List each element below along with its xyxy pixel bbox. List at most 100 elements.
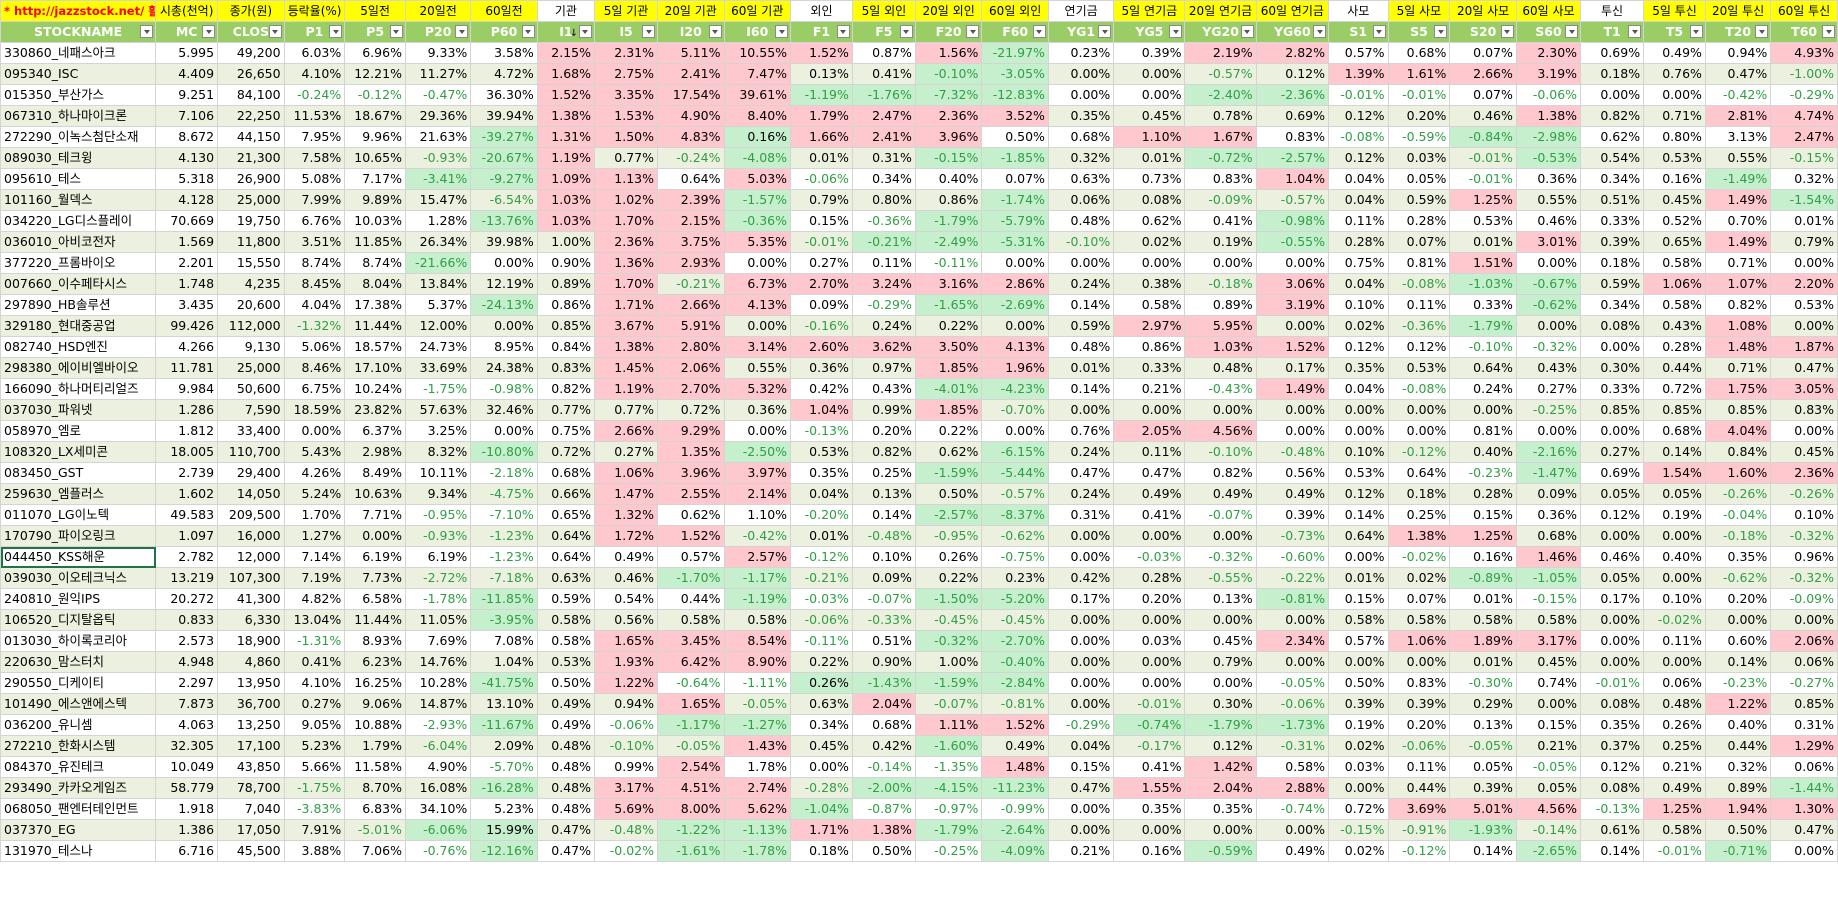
cell-i60[interactable]: -0.36% — [723, 210, 792, 232]
cell-s20[interactable]: -0.01% — [1449, 147, 1517, 169]
cell-p20[interactable]: 10.11% — [404, 462, 472, 484]
cell-yg1[interactable]: 0.00% — [1047, 798, 1115, 820]
cell-s1[interactable]: 0.28% — [1328, 231, 1389, 253]
cell-yg20[interactable]: -2.40% — [1184, 84, 1257, 106]
cell-yg20[interactable]: 0.00% — [1184, 819, 1257, 841]
cell-i1[interactable]: 0.86% — [536, 294, 595, 316]
cell-i20[interactable]: -1.70% — [657, 567, 725, 589]
cell-p20[interactable]: -0.93% — [404, 147, 472, 169]
cell-f1[interactable]: 1.52% — [790, 42, 853, 64]
cell-yg20[interactable]: 0.83% — [1184, 168, 1257, 190]
cell-i20[interactable]: -0.64% — [657, 672, 725, 694]
cell-yg5[interactable]: 1.10% — [1113, 126, 1186, 148]
cell-f60[interactable]: -2.70% — [981, 630, 1049, 652]
cell-t5[interactable]: 0.52% — [1643, 210, 1706, 232]
stock-name-cell[interactable]: 290550_디케이티 — [0, 672, 157, 694]
cell-s60[interactable]: -0.25% — [1515, 399, 1582, 421]
cell-i20[interactable]: 2.41% — [657, 63, 725, 85]
filter-dropdown-icon[interactable] — [708, 25, 722, 38]
cell-f5[interactable]: 3.24% — [851, 273, 916, 295]
stock-name-cell[interactable]: 036200_유니셈 — [0, 714, 157, 736]
cell-p20[interactable]: 14.76% — [404, 651, 472, 673]
cell-i5[interactable]: 0.94% — [593, 693, 659, 715]
cell-s1[interactable]: 1.39% — [1328, 63, 1389, 85]
cell-f1[interactable]: 2.60% — [790, 336, 853, 358]
cell-t5[interactable]: -0.02% — [1643, 609, 1706, 631]
cell-s5[interactable]: -0.12% — [1387, 840, 1451, 862]
cell-p5[interactable]: 6.96% — [344, 42, 406, 64]
cell-s60[interactable]: 0.00% — [1515, 420, 1582, 442]
cell-p1[interactable]: 5.08% — [283, 168, 346, 190]
cell-p60[interactable]: 24.38% — [470, 357, 538, 379]
cell-p1[interactable]: 1.27% — [283, 525, 346, 547]
cell-t20[interactable]: -0.26% — [1704, 483, 1772, 505]
cell-s5[interactable]: 0.11% — [1387, 294, 1451, 316]
cell-p1[interactable]: 1.70% — [283, 504, 346, 526]
cell-t5[interactable]: 0.00% — [1643, 525, 1706, 547]
cell-i60[interactable]: -1.11% — [723, 672, 792, 694]
cell-t5[interactable]: 0.71% — [1643, 105, 1706, 127]
cell-s60[interactable]: 0.45% — [1515, 651, 1582, 673]
cell-t1[interactable]: 0.34% — [1580, 294, 1645, 316]
cell-p60[interactable]: 4.72% — [470, 63, 538, 85]
cell-clos[interactable]: 25,000 — [217, 357, 285, 379]
cell-mc[interactable]: 9.984 — [155, 378, 219, 400]
cell-s20[interactable]: 0.01% — [1449, 588, 1517, 610]
cell-p20[interactable]: 3.25% — [404, 420, 472, 442]
cell-i1[interactable]: 0.75% — [536, 420, 595, 442]
cell-t20[interactable]: -0.71% — [1704, 840, 1772, 862]
cell-yg20[interactable]: -0.43% — [1184, 378, 1257, 400]
cell-f5[interactable]: 0.14% — [851, 504, 916, 526]
cell-p20[interactable]: 15.47% — [404, 189, 472, 211]
cell-mc[interactable]: 4.128 — [155, 189, 219, 211]
cell-i60[interactable]: 5.32% — [723, 378, 792, 400]
cell-i60[interactable]: -0.05% — [723, 693, 792, 715]
cell-p60[interactable]: -0.98% — [470, 378, 538, 400]
cell-yg1[interactable]: 0.47% — [1047, 777, 1115, 799]
cell-t60[interactable]: -1.00% — [1770, 63, 1838, 85]
cell-yg1[interactable]: 0.00% — [1047, 672, 1115, 694]
cell-i5[interactable]: 1.72% — [593, 525, 659, 547]
cell-s60[interactable]: 0.46% — [1515, 210, 1582, 232]
cell-clos[interactable]: 110,700 — [217, 441, 285, 463]
cell-s20[interactable]: -0.23% — [1449, 462, 1517, 484]
cell-yg60[interactable]: 0.39% — [1255, 504, 1330, 526]
cell-clos[interactable]: 20,600 — [217, 294, 285, 316]
cell-i60[interactable]: 1.78% — [723, 756, 792, 778]
cell-yg60[interactable]: 3.06% — [1255, 273, 1330, 295]
stock-name-cell[interactable]: 037370_EG — [0, 819, 157, 841]
cell-t60[interactable]: 0.00% — [1770, 315, 1838, 337]
cell-t60[interactable]: 3.05% — [1770, 378, 1838, 400]
cell-yg1[interactable]: 0.24% — [1047, 441, 1115, 463]
cell-t20[interactable]: 1.94% — [1704, 798, 1772, 820]
cell-i1[interactable]: 0.48% — [536, 735, 595, 757]
cell-s60[interactable]: -0.32% — [1515, 336, 1582, 358]
cell-yg20[interactable]: 1.03% — [1184, 336, 1257, 358]
cell-f5[interactable]: 0.99% — [851, 399, 916, 421]
cell-yg60[interactable]: 0.00% — [1255, 315, 1330, 337]
cell-t5[interactable]: 0.76% — [1643, 63, 1706, 85]
cell-t5[interactable]: 0.58% — [1643, 294, 1706, 316]
cell-yg20[interactable]: 2.04% — [1184, 777, 1257, 799]
cell-t1[interactable]: 0.61% — [1580, 819, 1645, 841]
cell-i20[interactable]: 4.83% — [657, 126, 725, 148]
cell-p20[interactable]: -6.04% — [404, 735, 472, 757]
cell-i20[interactable]: 0.58% — [657, 609, 725, 631]
cell-s20[interactable]: 0.40% — [1449, 441, 1517, 463]
cell-yg1[interactable]: 0.76% — [1047, 420, 1115, 442]
cell-p60[interactable]: -5.70% — [470, 756, 538, 778]
cell-f60[interactable]: 0.07% — [981, 168, 1049, 190]
cell-yg5[interactable]: -0.17% — [1113, 735, 1186, 757]
cell-s1[interactable]: 0.02% — [1328, 840, 1389, 862]
cell-yg60[interactable]: -0.05% — [1255, 672, 1330, 694]
cell-t1[interactable]: 0.33% — [1580, 210, 1645, 232]
cell-i20[interactable]: 6.42% — [657, 651, 725, 673]
stock-name-cell[interactable]: 131970_테스나 — [0, 840, 157, 862]
cell-yg1[interactable]: 0.00% — [1047, 693, 1115, 715]
cell-yg1[interactable]: 0.68% — [1047, 126, 1115, 148]
cell-t5[interactable]: 0.65% — [1643, 231, 1706, 253]
cell-p60[interactable]: 7.08% — [470, 630, 538, 652]
cell-f1[interactable]: 0.35% — [790, 462, 853, 484]
cell-yg60[interactable]: -0.22% — [1255, 567, 1330, 589]
cell-p60[interactable]: -11.67% — [470, 714, 538, 736]
